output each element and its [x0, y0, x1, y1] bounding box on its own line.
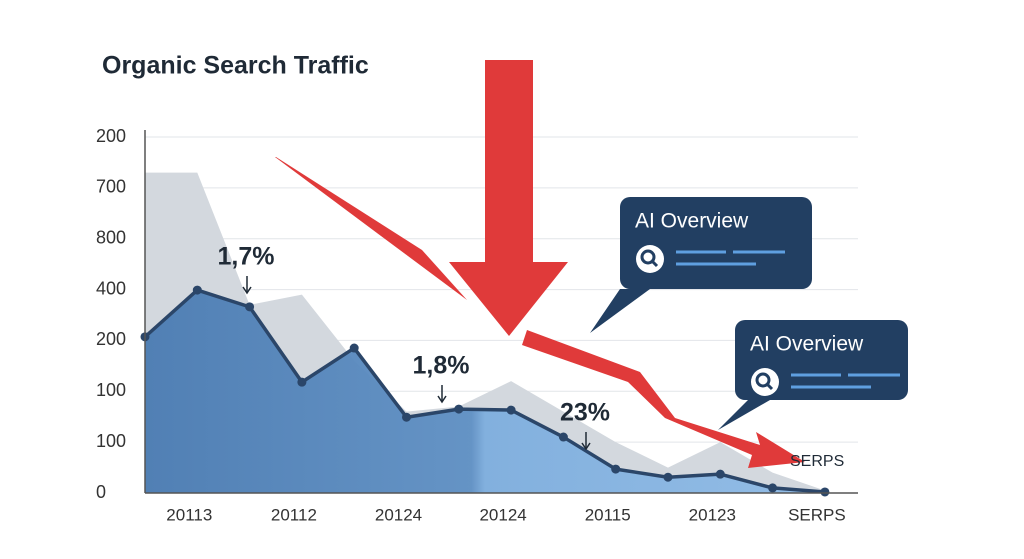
search-lens [640, 249, 656, 265]
x-tick-label: 20124 [375, 505, 422, 524]
search-handle [650, 259, 659, 268]
point [558, 432, 568, 442]
x-tick-label: 20113 [166, 505, 212, 524]
point [192, 285, 202, 295]
x-tick-label: 20124 [479, 505, 526, 524]
red-arrow [275, 157, 467, 300]
y-tick-label: 200 [96, 329, 126, 349]
point [454, 404, 464, 414]
callout-title: AI Overview [750, 333, 864, 356]
search-handle [765, 382, 774, 391]
annotation-arrow-head [581, 442, 591, 451]
point [506, 405, 516, 415]
point [611, 464, 621, 474]
point [663, 472, 673, 482]
y-tick-label: 200 [96, 126, 126, 146]
x-tick-label: 20112 [271, 505, 317, 524]
area [145, 290, 825, 493]
red-arrow [449, 60, 568, 336]
annotation: 23% [560, 399, 610, 427]
point [245, 302, 255, 312]
annotation: SERPS [790, 453, 844, 470]
point [715, 469, 725, 479]
point [820, 487, 830, 497]
search-icon [751, 368, 779, 396]
annotation: 1,7% [218, 243, 275, 271]
search-icon [636, 245, 664, 273]
search-lens [755, 372, 771, 388]
y-tick-label: 700 [96, 177, 126, 197]
y-tick-label: 800 [96, 227, 126, 247]
red-arrow [522, 330, 805, 468]
chart-title: Organic Search Traffic [102, 52, 369, 80]
y-tick-label: 100 [96, 431, 126, 451]
x-tick-label: SERPS [788, 505, 846, 524]
y-tick-label: 400 [96, 278, 126, 298]
annotation-arrow-head [242, 286, 252, 295]
callout-title: AI Overview [635, 210, 749, 233]
y-tick-label: 0 [96, 482, 106, 502]
point [297, 377, 307, 387]
point [402, 412, 411, 422]
point [349, 343, 359, 353]
annotation-arrow-head [437, 395, 447, 404]
line [143, 288, 826, 494]
x-tick-label: 20115 [585, 505, 631, 524]
y-tick-label: 100 [96, 380, 126, 400]
point [768, 483, 778, 493]
x-tick-label: 20123 [689, 505, 736, 524]
annotation: 1,8% [413, 352, 470, 380]
